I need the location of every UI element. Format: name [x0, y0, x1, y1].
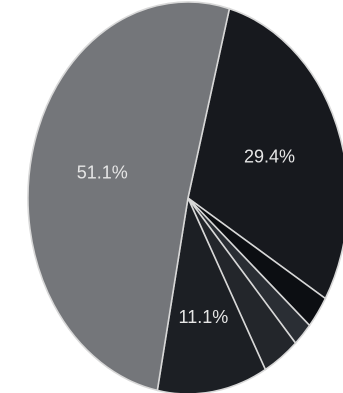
pie-slice-label-1: 29.4%	[244, 146, 295, 166]
pie-slices	[27, 1, 343, 393]
pie-slice-label-6: 51.1%	[77, 162, 128, 182]
pie-slice-6	[27, 1, 231, 392]
pie-slice-5	[156, 195, 267, 393]
pie-labels: 29.4% 11.1% 51.1%	[77, 146, 295, 327]
pie-slice-label-5: 11.1%	[179, 307, 229, 327]
